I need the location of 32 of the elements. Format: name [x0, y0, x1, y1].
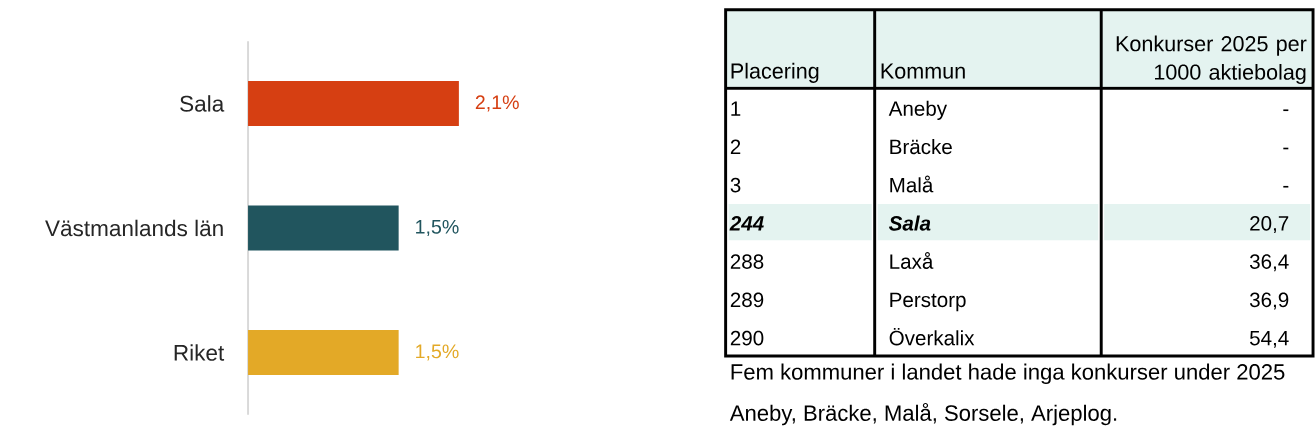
text: Konkurser 2025 per 1000 aktiebolag — [1116, 35, 1307, 85]
text: Bräcke — [890, 139, 952, 155]
y-tick-label: Riket — [174, 344, 225, 362]
y-tick-label: Västmanlands län — [45, 219, 223, 237]
text: - — [1283, 109, 1289, 112]
text: Laxå — [890, 252, 934, 270]
text: Perstorp — [890, 292, 966, 312]
text: Malå — [890, 175, 934, 193]
text: 244 — [729, 216, 764, 231]
y-tick-label: Sala — [180, 95, 225, 112]
text: - — [1283, 147, 1289, 150]
text: Aneby — [888, 100, 948, 121]
text: 36,4 — [1249, 254, 1289, 272]
text: Aneby, Bräcke, Malå, Sorsele, Arjeplog. — [729, 403, 1117, 426]
data-label: 1,5% — [416, 344, 459, 361]
text: 20,7 — [1250, 216, 1289, 234]
text: Fem kommuner i landet hade inga konkurser under 2025 — [731, 363, 1285, 385]
data-label: 2,1% — [475, 95, 519, 112]
text: Kommun — [881, 63, 965, 79]
text: Sala — [888, 215, 931, 231]
text: 289 — [730, 292, 764, 308]
text: - — [1283, 186, 1289, 188]
text: Placering — [731, 63, 819, 84]
text: 1 — [731, 101, 741, 116]
text: 54,4 — [1249, 331, 1289, 349]
text: 36,9 — [1249, 292, 1289, 310]
text: 3 — [730, 178, 741, 193]
data-label: 1,5% — [416, 220, 459, 237]
text: 288 — [730, 254, 764, 270]
text: Överkalix — [889, 328, 975, 346]
text: 2 — [730, 139, 741, 155]
text: 290 — [730, 331, 764, 346]
